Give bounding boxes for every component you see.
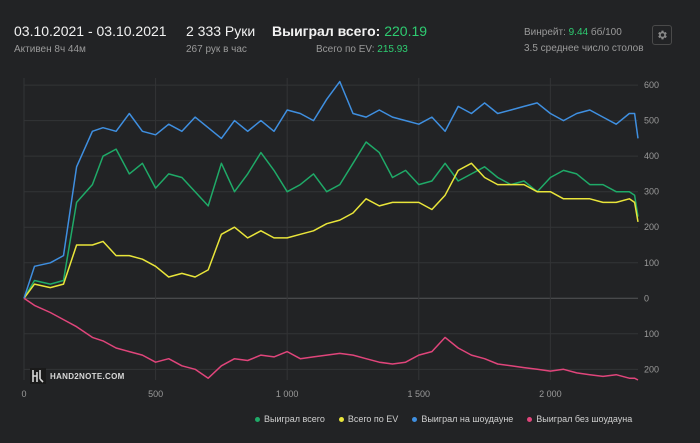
x-tick-label: 1 000 <box>276 389 299 399</box>
legend-dot-showdown <box>412 417 418 423</box>
won-value: 220.19 <box>384 23 428 39</box>
x-tick-label: 1 500 <box>408 389 431 399</box>
winrate-unit: бб/100 <box>588 27 622 38</box>
series-line-ev <box>23 162 639 299</box>
chart-legend: Выиграл всего Всего по EV Выиграл на шоу… <box>255 414 632 424</box>
legend-dot-ev <box>338 417 344 423</box>
hands-block: 2 333 Руки 267 рук в час <box>186 23 255 55</box>
winrate-block: Винрейт: 9.44 бб/100 3.5 среднее число с… <box>524 27 644 54</box>
gear-icon <box>658 30 667 40</box>
date-range: 03.10.2021 - 03.10.2021 <box>14 23 167 39</box>
won-block: Выиграл всего: 220.19 Всего по EV: 215.9… <box>272 23 427 55</box>
stats-header: 03.10.2021 - 03.10.2021 Активен 8ч 44м 2… <box>0 0 700 58</box>
legend-item-ev[interactable]: Всего по EV <box>338 414 399 424</box>
hands-count: 2 333 Руки <box>186 23 256 39</box>
ev-value: 215.93 <box>377 44 408 55</box>
winrate-label: Винрейт: <box>524 27 569 38</box>
avg-tables: 3.5 среднее число столов <box>524 43 644 54</box>
legend-label-ev: Всего по EV <box>347 414 399 424</box>
y-tick-label: 200 <box>644 222 659 232</box>
legend-item-showdown[interactable]: Выиграл на шоудауне <box>412 414 513 424</box>
ev-total: Всего по EV: 215.93 <box>316 44 427 55</box>
legend-dot-non-showdown <box>527 417 533 423</box>
y-tick-label: 500 <box>644 116 659 126</box>
won-label: Выиграл всего: <box>272 23 385 39</box>
legend-dot-won <box>255 417 260 423</box>
y-tick-label: 400 <box>644 151 659 161</box>
series-line-showdown <box>23 80 639 299</box>
winrate: Винрейт: 9.44 бб/100 <box>524 27 644 38</box>
logo-text: HAND2NOTE.COM <box>50 371 125 381</box>
date-block: 03.10.2021 - 03.10.2021 Активен 8ч 44м <box>14 23 167 55</box>
hand2note-logo-icon <box>30 368 46 384</box>
logo: HAND2NOTE.COM <box>30 368 125 384</box>
series-line-won-total <box>23 141 639 299</box>
y-tick-label: 200 <box>644 364 659 374</box>
y-tick-label: 0 <box>644 293 649 303</box>
y-tick-label: 100 <box>644 258 659 268</box>
settings-button[interactable] <box>652 25 672 45</box>
x-tick-label: 2 000 <box>539 389 562 399</box>
x-tick-label: 500 <box>148 389 163 399</box>
active-time: Активен 8ч 44м <box>14 44 86 55</box>
legend-item-non-showdown[interactable]: Выиграл без шоудауна <box>527 414 632 424</box>
legend-label-showdown: Выиграл на шоудауне <box>421 414 514 424</box>
y-tick-label: 300 <box>644 187 659 197</box>
legend-label-non-showdown: Выиграл без шоудауна <box>536 414 633 424</box>
legend-item-won[interactable]: Выиграл всего <box>255 414 325 424</box>
hands-per-hour: 267 рук в час <box>186 44 247 55</box>
winrate-value: 9.44 <box>568 27 589 38</box>
series-line-non-showdown <box>23 297 639 381</box>
y-tick-label: 600 <box>644 80 659 90</box>
won-total: Выиграл всего: 220.19 <box>272 23 427 39</box>
x-tick-label: 0 <box>21 389 26 399</box>
y-tick-label: 100 <box>644 329 659 339</box>
ev-label: Всего по EV: <box>316 44 378 55</box>
legend-label-won: Выиграл всего <box>264 414 325 424</box>
